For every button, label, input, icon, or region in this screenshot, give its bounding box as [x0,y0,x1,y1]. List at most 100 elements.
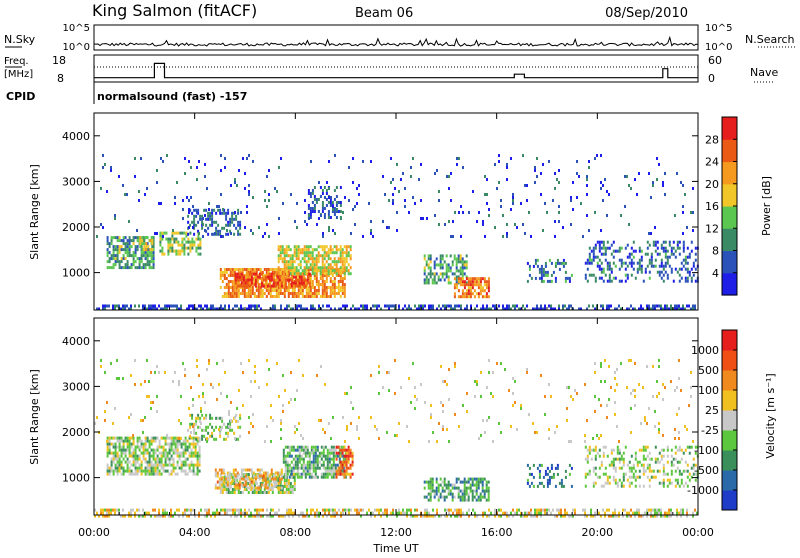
velocity-cell [215,472,217,475]
power-cell [649,244,651,247]
velocity-cell [119,467,121,470]
power-cell [330,292,332,295]
velocity-cell [472,499,474,502]
power-cell [652,305,654,308]
velocity-cell [147,452,149,455]
power-cell [527,280,529,283]
velocity-cell [436,509,438,512]
velocity-cell [200,509,202,512]
power-cell [536,157,538,160]
power-cell [305,285,307,288]
velocity-cell [350,509,352,512]
velocity-cell [321,446,323,449]
power-cell [269,279,271,282]
velocity-cell [295,455,297,458]
velocity-cell [309,464,311,467]
power-cell [480,277,482,280]
power-cell [226,286,228,289]
velocity-cell [529,473,531,476]
power-cell [516,305,518,308]
velocity-cell [285,476,287,479]
velocity-cell [221,420,223,423]
velocity-cell [297,449,299,452]
power-cell [177,253,179,256]
velocity-cell [133,437,135,440]
velocity-cell [153,467,155,470]
velocity-cell [446,509,448,512]
velocity-cell [594,512,596,515]
velocity-cell [333,467,335,470]
power-cell [334,289,336,292]
velocity-cell [263,478,265,481]
velocity-cell [185,470,187,473]
velocity-cell [488,499,490,502]
power-cell [273,279,275,282]
velocity-cell [145,470,147,473]
velocity-cell [115,446,117,449]
power-cell [242,292,244,295]
power-cell [609,274,611,277]
velocity-cell [169,449,171,452]
power-cell [344,263,346,266]
velocity-cell [333,452,335,455]
power-cell [438,305,440,308]
velocity-cell [151,467,153,470]
velocity-cell [287,470,289,473]
power-cell [342,266,344,269]
velocity-cell [667,455,669,458]
velocity-cell [621,482,623,485]
velocity-cell [288,479,290,482]
velocity-cell [333,458,335,461]
power-cell [342,289,344,292]
power-cell [328,210,330,213]
velocity-cell [199,461,201,464]
velocity-cell [406,512,408,515]
power-cell [213,221,215,224]
power-cell [310,207,312,210]
power-cell [535,259,537,262]
power-cell [522,223,524,226]
power-cell [232,271,234,274]
velocity-cell [565,470,567,473]
velocity-cell [234,491,236,494]
velocity-cell [256,512,258,515]
power-cell [600,229,602,232]
power-cell [374,305,376,308]
power-cell [328,160,330,163]
velocity-cell [290,398,292,401]
power-cell [219,230,221,233]
power-cell [248,193,250,196]
velocity-cell [170,509,172,512]
velocity-cell [336,473,338,476]
velocity-cell [260,509,262,512]
velocity-cell [472,496,474,499]
power-cell [542,229,544,232]
power-cell [618,305,620,308]
power-cell [304,251,306,254]
power-cell [462,263,464,266]
power-cell [332,283,334,286]
velocity-cell [342,473,344,476]
power-cell [346,248,348,251]
power-cell [460,269,462,272]
power-cell [248,184,250,187]
power-cell [676,172,678,175]
power-cell [625,262,627,265]
power-cell [342,260,344,263]
velocity-cell [234,416,236,419]
power-cell [111,254,113,257]
power-cell [300,263,302,266]
velocity-cell [107,470,109,473]
power-cell [342,305,344,308]
velocity-cell [144,416,146,419]
power-cell [137,257,139,260]
velocity-cell [434,496,436,499]
power-cell [328,295,330,298]
power-cell [326,251,328,254]
velocity-cell [155,440,157,443]
power-cell [296,226,298,229]
power-cell [541,274,543,277]
power-cell [585,274,587,277]
velocity-cell [313,464,315,467]
velocity-cell [185,473,187,476]
